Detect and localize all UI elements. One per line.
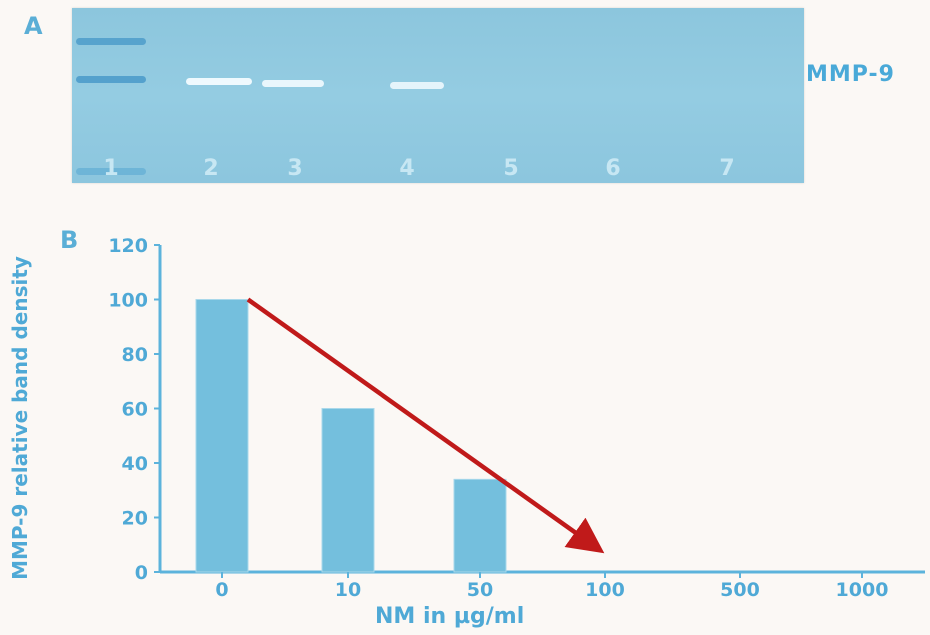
y-tick-label: 20: [122, 508, 148, 530]
x-tick-label: 1000: [836, 579, 889, 601]
lane-label-1: 1: [103, 156, 119, 181]
mmp9-band-label: MMP-9: [806, 62, 895, 87]
bar: [195, 299, 249, 573]
y-tick-label: 120: [108, 235, 148, 257]
y-tick-label: 80: [122, 344, 148, 366]
zymogram-gel: 1 2 3 4 5 6 7: [72, 8, 804, 183]
lane-label-2: 2: [203, 156, 219, 181]
x-tick-label: 50: [467, 579, 493, 601]
x-tick-label: 10: [335, 579, 361, 601]
bar: [321, 408, 375, 573]
lane-label-5: 5: [503, 156, 519, 181]
y-axis-label: MMP-9 relative band density: [8, 256, 32, 580]
lane-label-6: 6: [605, 156, 621, 181]
x-tick-label: 100: [585, 579, 625, 601]
x-tick-label: 500: [720, 579, 760, 601]
y-tick-label: 60: [122, 399, 148, 421]
panel-b-letter: B: [60, 226, 79, 254]
trend-arrow: [246, 297, 605, 554]
ladder-band-top: [76, 38, 146, 45]
lane-label-4: 4: [399, 156, 415, 181]
lane-2-band: [186, 78, 252, 85]
y-tick-label: 40: [122, 453, 148, 475]
lane-label-7: 7: [719, 156, 735, 181]
panel-a-letter: A: [24, 12, 43, 40]
x-axis-label: NM in µg/ml: [375, 604, 525, 629]
lane-label-3: 3: [287, 156, 303, 181]
ladder-band-bottom: [76, 168, 146, 175]
y-tick-label: 100: [108, 290, 148, 312]
x-tick-label: 0: [215, 579, 228, 601]
bar: [453, 478, 507, 573]
y-tick-label: 0: [135, 562, 148, 584]
lane-4-band: [390, 82, 444, 89]
lane-3-band: [262, 80, 324, 87]
ladder-band-middle: [76, 76, 146, 83]
